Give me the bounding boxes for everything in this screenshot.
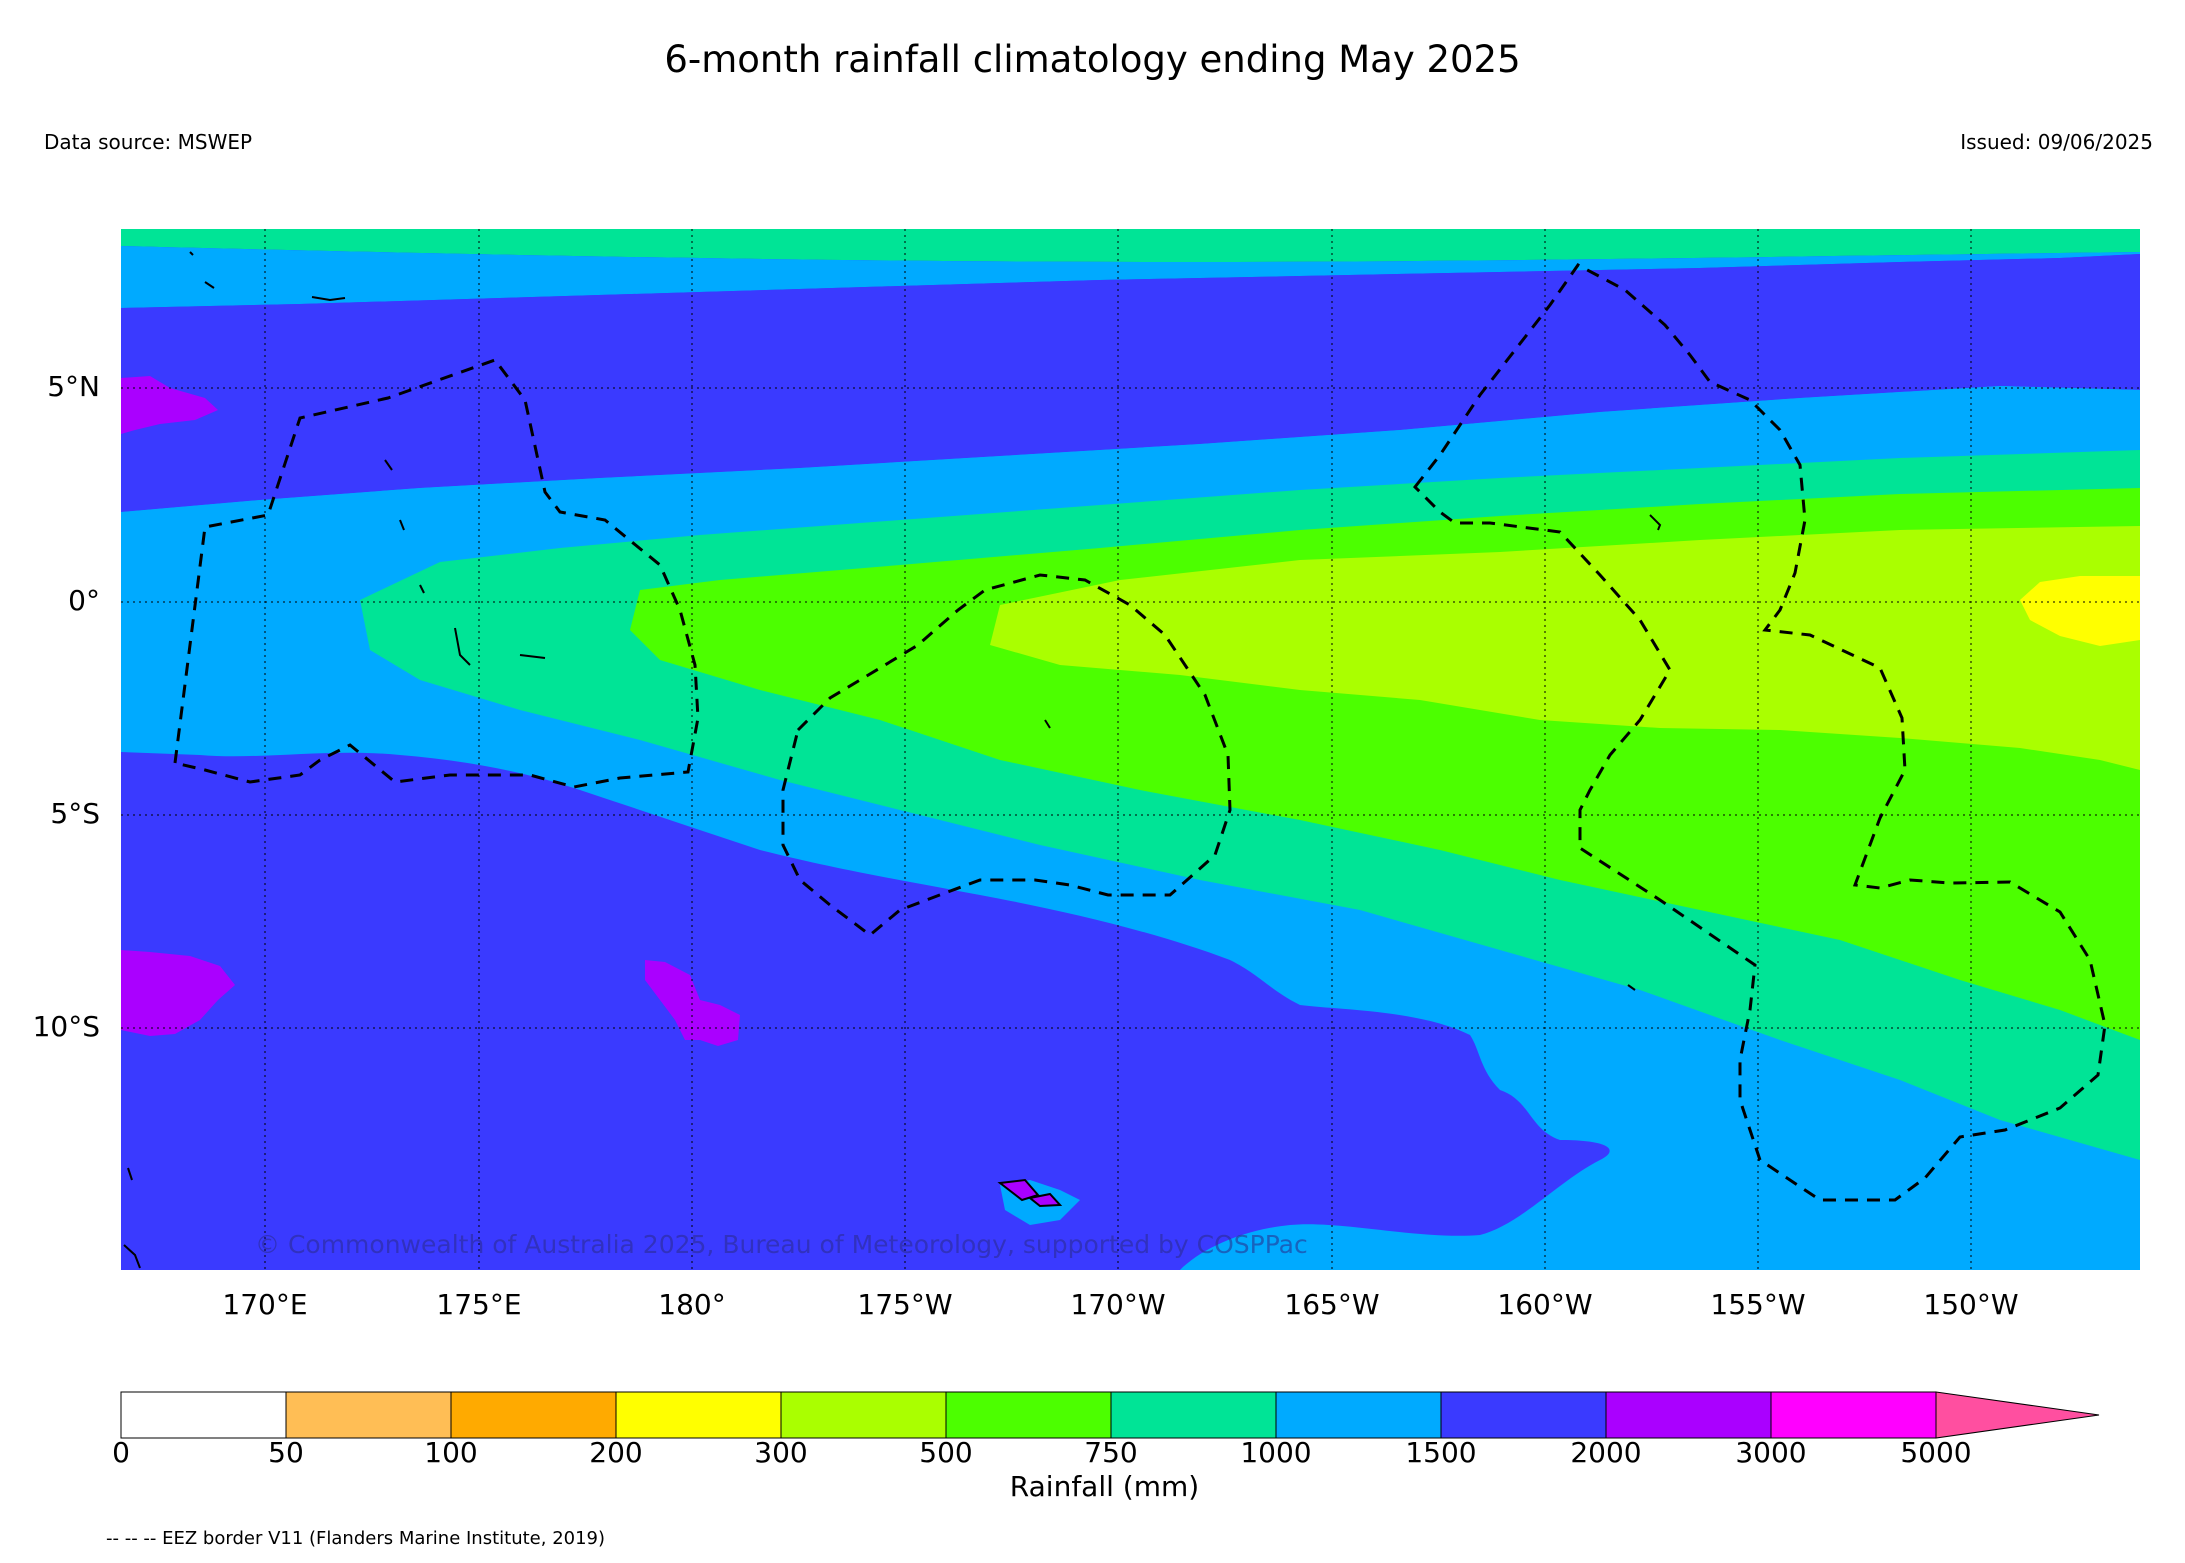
eez-legend-note: -- -- -- EEZ border V11 (Flanders Marine… <box>106 1528 606 1549</box>
colorbar-tick-label: 750 <box>1084 1436 1138 1469</box>
rain-zone-2000-3000-north <box>121 376 218 434</box>
colorbar-segment <box>1110 1391 1277 1439</box>
lat-label-10s: 10°S <box>32 1010 100 1043</box>
colorbar-segment <box>450 1391 617 1439</box>
colorbar-segment <box>615 1391 782 1439</box>
colorbar-tick-label: 5000 <box>1900 1436 1972 1469</box>
eez-tokelau <box>781 573 1232 937</box>
colorbar-tick-label: 1000 <box>1240 1436 1312 1469</box>
lon-label-165w: 165°W <box>1284 1288 1380 1321</box>
colorbar-tick-label: 3000 <box>1735 1436 1807 1469</box>
colorbar-segment <box>945 1391 1112 1439</box>
data-source-label: Data source: MSWEP <box>44 130 253 154</box>
rain-zone-300-500 <box>990 526 2140 770</box>
island <box>1627 984 1636 991</box>
colorbar <box>120 1391 2100 1439</box>
lon-label-160w: 160°W <box>1497 1288 1593 1321</box>
island <box>399 519 405 531</box>
colorbar-segment <box>1275 1391 1442 1439</box>
lon-label-175w: 175°W <box>857 1288 953 1321</box>
colorbar-segment <box>780 1391 947 1439</box>
issued-date-label: Issued: 09/06/2025 <box>1960 130 2153 154</box>
lat-label-5n: 5°N <box>47 370 100 403</box>
lon-label-150w: 150°W <box>1923 1288 2019 1321</box>
colorbar-tick-label: 50 <box>268 1436 304 1469</box>
island <box>311 296 346 302</box>
page-title: 6-month rainfall climatology ending May … <box>664 38 1521 81</box>
island <box>189 251 194 256</box>
colorbar-tick-label: 200 <box>589 1436 643 1469</box>
rain-zone-north-750-1000 <box>121 229 2140 262</box>
colorbar-title: Rainfall (mm) <box>1009 1470 1200 1503</box>
island <box>127 1167 133 1181</box>
island <box>204 281 215 289</box>
colorbar-tick-label: 300 <box>754 1436 808 1469</box>
colorbar-tick-label: 0 <box>112 1436 130 1469</box>
colorbar-tick-label: 1500 <box>1405 1436 1477 1469</box>
colorbar-segment <box>1770 1391 1937 1439</box>
samoa-islands <box>997 1178 1063 1208</box>
rainfall-field <box>121 229 2140 1270</box>
colorbar-tick-label: 2000 <box>1570 1436 1642 1469</box>
island <box>1044 719 1051 729</box>
rain-zone-north-1000-1500 <box>121 246 2140 308</box>
island-savaii <box>997 1178 1040 1202</box>
lon-label-175e: 175°E <box>436 1288 522 1321</box>
colorbar-segment <box>1605 1391 1772 1439</box>
island <box>384 459 393 471</box>
island-upolu <box>1027 1192 1063 1208</box>
lat-label-0: 0° <box>68 584 100 617</box>
eez-borders <box>173 263 2107 1202</box>
rain-zone-200-300 <box>2020 576 2140 646</box>
rain-zone-2000-3000-west <box>121 950 235 1036</box>
island <box>123 1244 141 1269</box>
colorbar-tick-label: 500 <box>919 1436 973 1469</box>
eez-kiribati-gilbert <box>173 358 700 789</box>
lat-label-5s: 5°S <box>50 797 100 830</box>
lon-label-155w: 155°W <box>1710 1288 1806 1321</box>
island <box>1649 514 1662 531</box>
colorbar-extend-arrow <box>1935 1391 2100 1439</box>
colorbar-tick-label: 100 <box>424 1436 478 1469</box>
map-grid <box>121 229 2140 1270</box>
colorbar-segment <box>120 1391 287 1439</box>
colorbar-segment <box>1440 1391 1607 1439</box>
copyright-watermark: © Commonwealth of Australia 2025, Bureau… <box>255 1230 1308 1259</box>
colorbar-segment <box>285 1391 452 1439</box>
lon-label-170e: 170°E <box>222 1288 308 1321</box>
island <box>419 584 425 594</box>
rain-zone-north-1500-2000 <box>121 254 2140 512</box>
lon-label-180: 180° <box>658 1288 726 1321</box>
island-outlines <box>123 251 1662 1269</box>
island <box>519 654 546 659</box>
lon-label-170w: 170°W <box>1070 1288 1166 1321</box>
island <box>454 627 471 666</box>
